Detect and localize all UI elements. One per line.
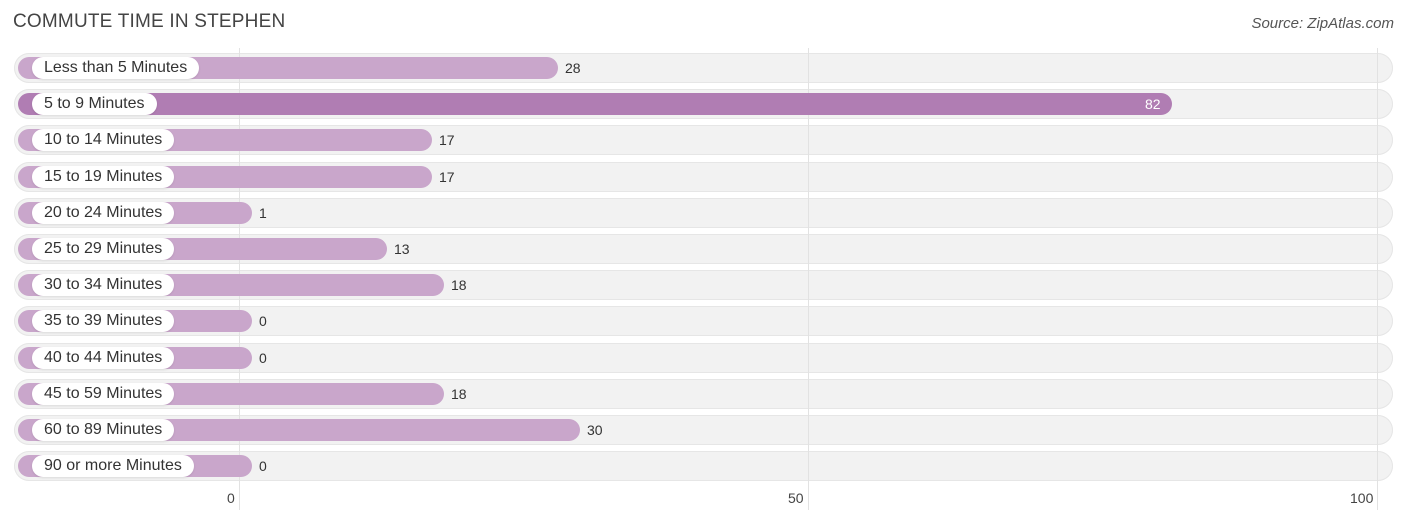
category-label: 5 to 9 Minutes	[32, 93, 157, 115]
x-tick-label: 50	[788, 490, 804, 506]
value-label: 1	[259, 205, 267, 221]
value-label: 18	[451, 277, 467, 293]
category-label: 35 to 39 Minutes	[32, 310, 175, 332]
x-tick-label: 100	[1350, 490, 1374, 506]
x-tick-label: 0	[227, 490, 235, 506]
value-label: 18	[451, 386, 467, 402]
category-label: 20 to 24 Minutes	[32, 202, 175, 224]
gridline	[808, 48, 809, 510]
value-label: 28	[565, 60, 581, 76]
value-label: 0	[259, 458, 267, 474]
category-label: 60 to 89 Minutes	[32, 419, 175, 441]
category-label: 40 to 44 Minutes	[32, 347, 175, 369]
category-label: 45 to 59 Minutes	[32, 383, 175, 405]
value-label: 17	[439, 169, 455, 185]
chart-title: COMMUTE TIME IN STEPHEN	[13, 11, 286, 32]
value-label: 30	[587, 422, 603, 438]
category-label: 30 to 34 Minutes	[32, 274, 175, 296]
value-label: 13	[394, 241, 410, 257]
value-label: 82	[1145, 96, 1161, 112]
category-label: 15 to 19 Minutes	[32, 166, 175, 188]
category-label: 90 or more Minutes	[32, 455, 194, 477]
gridline	[1377, 48, 1378, 510]
category-label: 25 to 29 Minutes	[32, 238, 175, 260]
value-label: 0	[259, 313, 267, 329]
value-label: 17	[439, 132, 455, 148]
bar[interactable]	[18, 93, 1172, 115]
category-label: 10 to 14 Minutes	[32, 129, 175, 151]
category-label: Less than 5 Minutes	[32, 57, 200, 79]
value-label: 0	[259, 350, 267, 366]
source-note: Source: ZipAtlas.com	[1251, 15, 1394, 32]
